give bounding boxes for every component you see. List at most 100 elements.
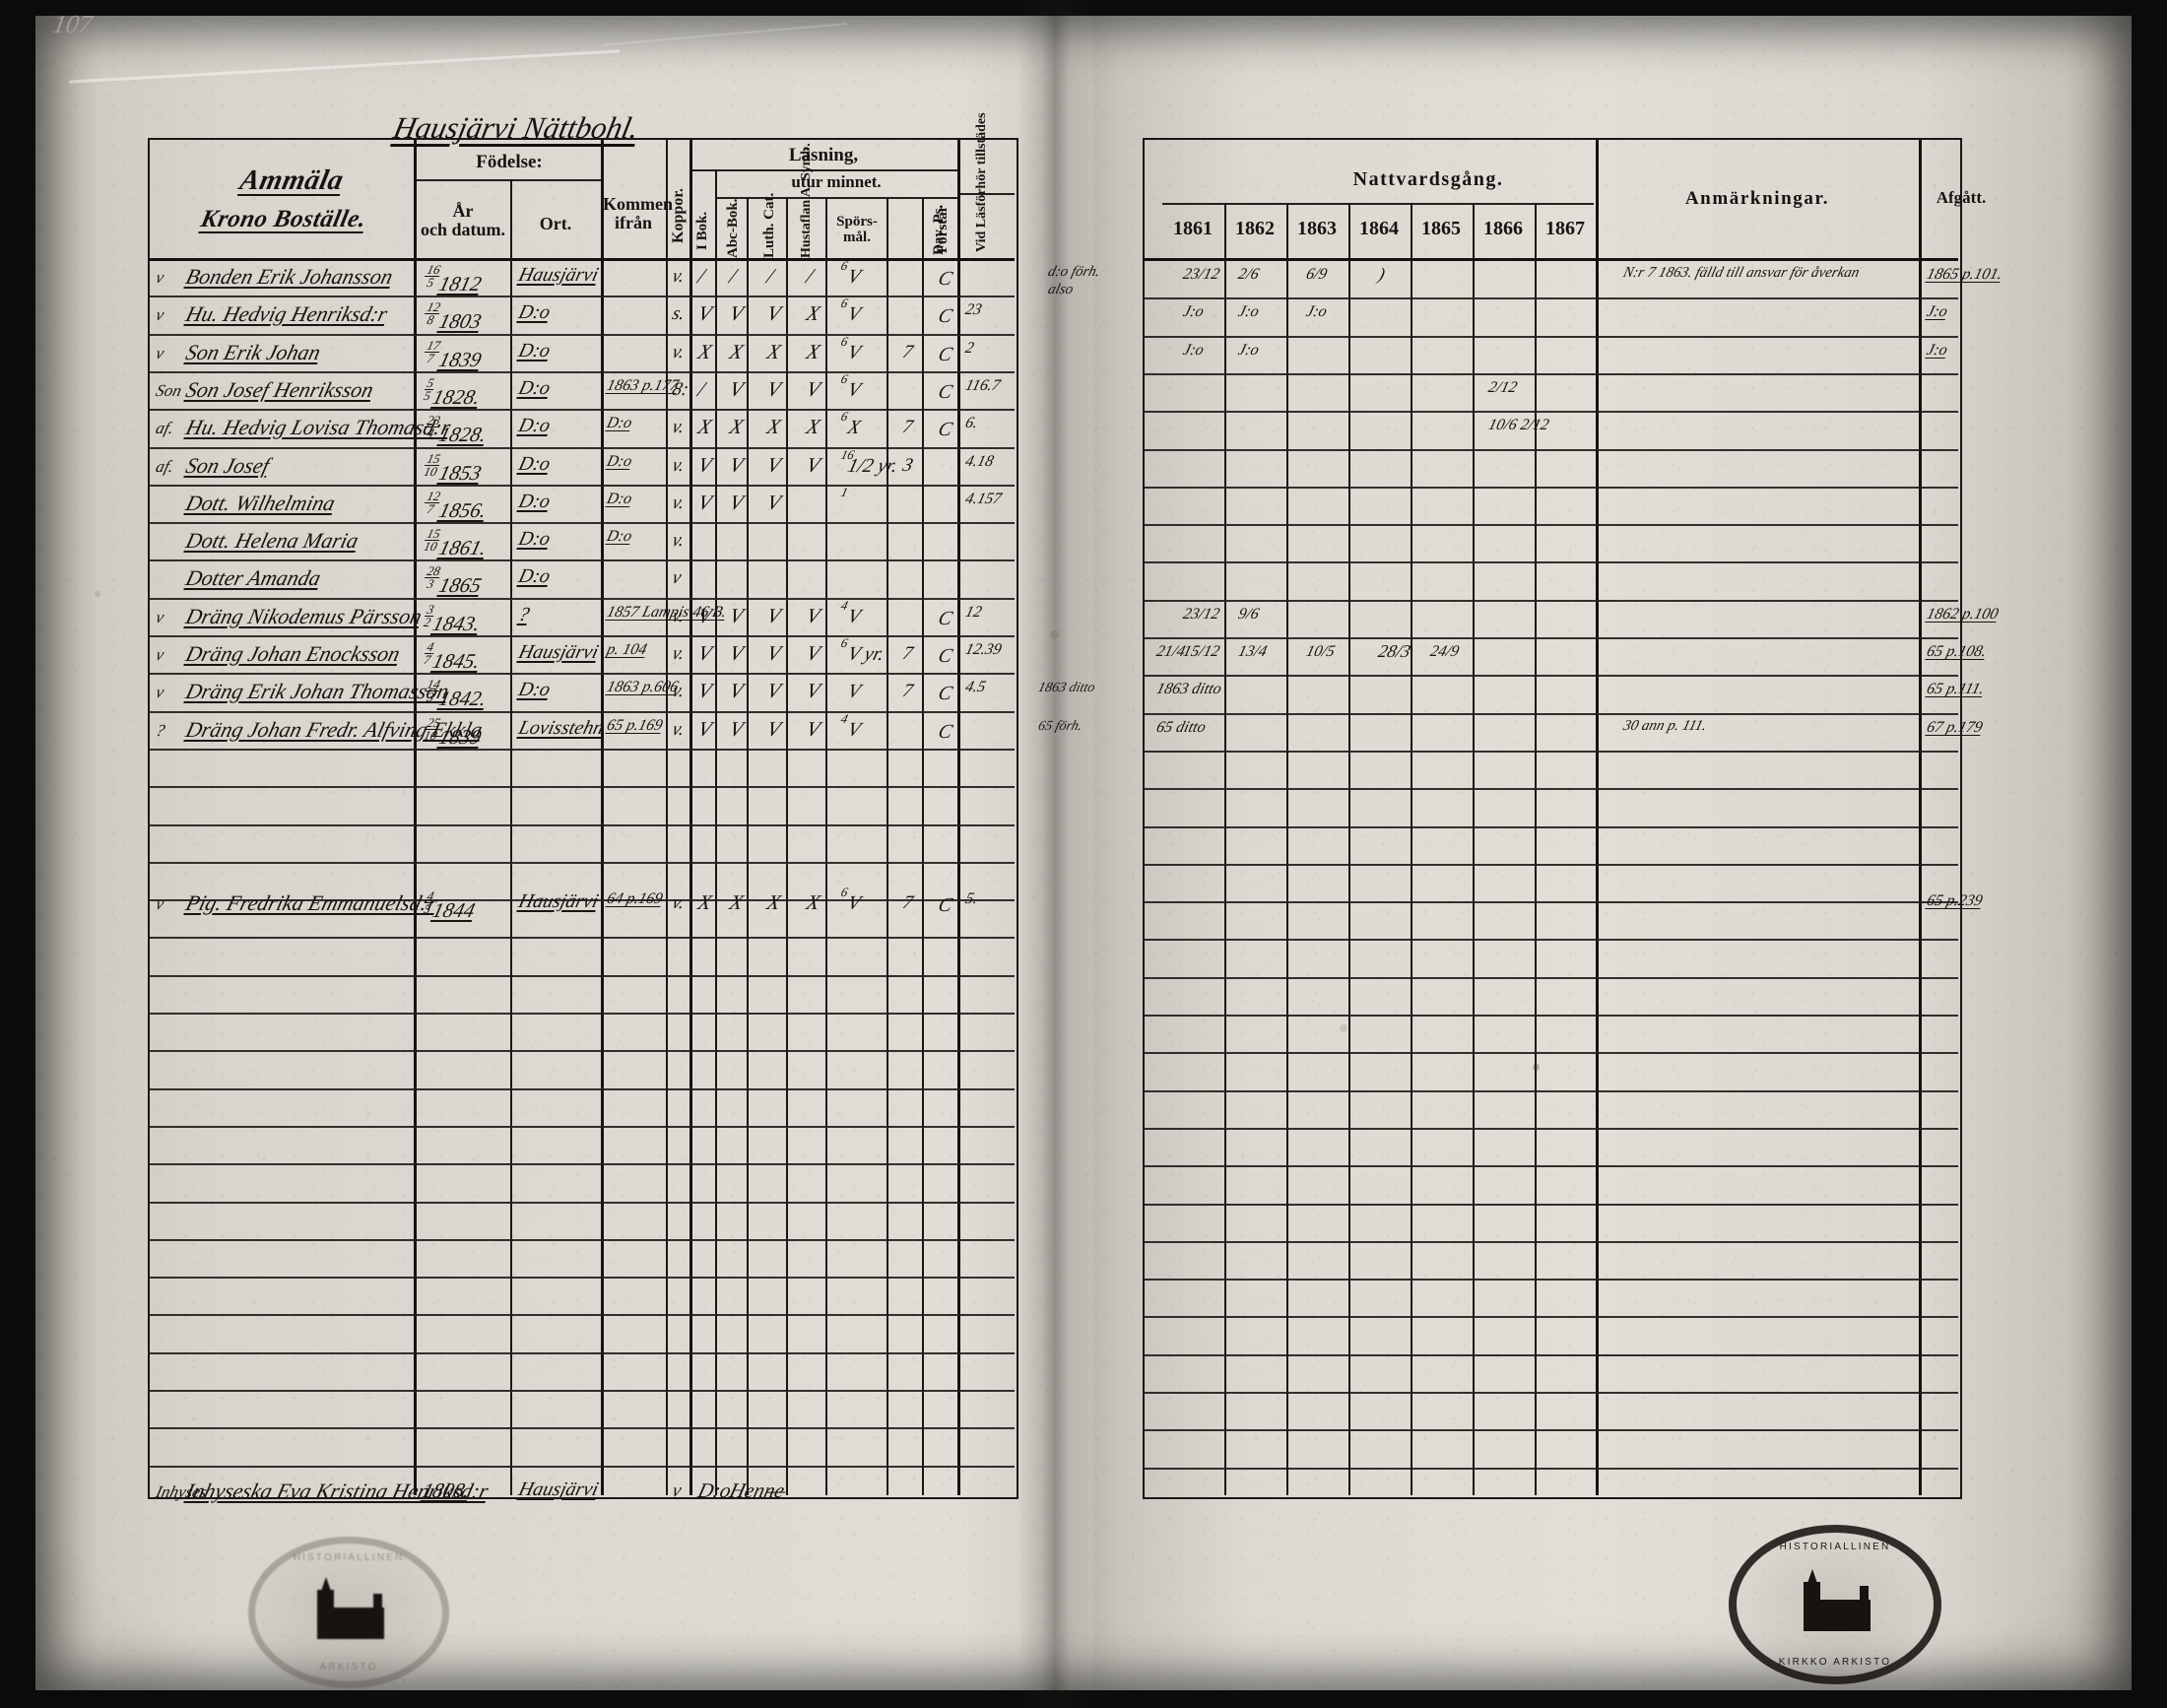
entry-birthdate: 14 3 1842. (424, 677, 490, 710)
row-rule (1143, 1241, 1958, 1243)
entry-birthdate: 15 10 1853 (422, 451, 485, 485)
row-rule (1143, 977, 1958, 979)
entry-attendance: 116.7 (963, 377, 1003, 394)
row-rule (148, 447, 1015, 449)
header-ibok: I Bok. (694, 211, 710, 250)
entry-name: Dott. Wilhelmina (183, 491, 338, 515)
col-sep-davps (922, 197, 924, 1495)
header-smallpox: Koppor. (670, 188, 687, 243)
communion-1866: 10/6 2/12 (1486, 417, 1551, 433)
stamp-left-bottom-text: ARKISTO (319, 1662, 378, 1673)
row-rule (148, 1050, 1015, 1052)
entry-departed: 65 p.239 (1925, 892, 1985, 909)
church-icon (301, 1577, 396, 1639)
communion-1865: 24/9 (1428, 643, 1461, 660)
row-rule (148, 371, 1015, 373)
row-rule (148, 296, 1015, 297)
header-come-from: Kommen ifrån (603, 194, 673, 232)
row-rule (1143, 751, 1958, 753)
entry-birthdate: 12 8 1803 (424, 299, 485, 333)
row-rule (148, 1390, 1015, 1392)
col-sep-y1862 (1286, 203, 1288, 1495)
entry-name: Dotter Amanda (183, 565, 324, 590)
row-rule (1143, 297, 1958, 299)
row-rule (1143, 788, 1958, 790)
entry-birthplace: D:o (516, 528, 553, 550)
entry-birthplace: D:o (516, 565, 553, 587)
row-rule (1143, 1015, 1958, 1017)
col-sep-reading (690, 140, 692, 1495)
entry-birthdate: 23 4 1828. (424, 413, 490, 446)
row-rule (148, 749, 1015, 751)
entry-attendance: 4.18 (963, 453, 996, 470)
entry-come-from: D:o (605, 415, 634, 431)
entry-birthplace: D:o (516, 453, 553, 475)
row-rule (148, 1013, 1015, 1015)
row-rule (1143, 675, 1958, 677)
row-rule (1143, 1165, 1958, 1167)
row-rule (148, 862, 1015, 864)
row-rule (148, 1126, 1015, 1128)
header-luthcat: Luth. Cat. (761, 192, 777, 258)
col-sep-afgatt (1919, 140, 1922, 1495)
entry-name: Dräng Nikodemus Pärsson (183, 604, 425, 628)
row-rule (1143, 449, 1958, 451)
entry-name: Dott. Helena Maria (183, 528, 361, 553)
row-rule (1143, 826, 1958, 828)
row-rule (1143, 600, 1958, 602)
header-year-1863: 1863 (1297, 218, 1337, 239)
entry-birthdate: 15 10 1861. (422, 526, 490, 559)
entry-birthdate: 16 5 1812 (424, 262, 485, 296)
row-rule (1143, 1429, 1958, 1431)
entry-remark: N:r 7 1863. fälld till ansvar för åverka… (1621, 265, 1862, 281)
header-forstar: Förstår (935, 205, 951, 254)
entry-come-from: 65 p.169 (605, 717, 665, 734)
header-birth-place: Ort. (539, 214, 572, 233)
row-rule (148, 975, 1015, 977)
row-marker: Son (154, 381, 184, 400)
entry-birthplace: Hausjärvi (516, 1478, 601, 1500)
communion-group-rule (1162, 203, 1594, 205)
entry-name: Son Erik Johan (183, 340, 324, 364)
row-rule (148, 1277, 1015, 1279)
entry-birthdate: 3 2 1843. (422, 602, 483, 635)
entry-name: Dräng Erik Johan Thomasson (183, 679, 452, 703)
entry-name: Pig. Fredrika Emmanuelsd:r (183, 890, 440, 915)
col-sep-y1866 (1535, 203, 1537, 1495)
entry-departed: 65 p.108. (1925, 643, 1989, 660)
entry-birthdate: 12 7 1856. (424, 489, 490, 522)
entry-departed: 1865 p.101. (1925, 266, 2004, 283)
header-remarks: Anmärkningar. (1684, 188, 1830, 209)
row-rule (148, 559, 1015, 561)
row-rule (148, 937, 1015, 939)
entry-name: Bonden Erik Johansson (183, 264, 396, 289)
row-rule (1143, 713, 1958, 715)
archive-stamp-dark: HISTORIALLINEN KIRKKO ARKISTO (1729, 1525, 1941, 1684)
entry-departed: 1862 p.100 (1925, 606, 2001, 623)
col-sep-hustaflan (825, 197, 827, 1495)
entry-come-from: D:o (605, 491, 634, 507)
left-header-rule-bottom (148, 258, 1015, 261)
row-rule (1143, 1128, 1958, 1130)
entry-birthdate: 5 5 1828. (422, 375, 483, 409)
header-year-1861: 1861 (1173, 218, 1213, 239)
communion-1863: 10/5 (1304, 643, 1337, 660)
col-sep-y1863 (1348, 203, 1350, 1495)
row-rule (148, 824, 1015, 826)
church-icon (1788, 1569, 1882, 1631)
row-rule (148, 1088, 1015, 1090)
row-rule (1143, 336, 1958, 338)
row-rule (1143, 1204, 1958, 1206)
row-rule (1143, 1090, 1958, 1092)
header-abcbok: Abc-Bok. (725, 198, 741, 258)
entry-attendance: 4.157 (963, 491, 1004, 507)
col-sep-comefrom (601, 140, 604, 1495)
entry-name: Hu. Hedvig Lovisa Thomasd:r (183, 415, 454, 439)
entry-birthplace: D:o (516, 340, 553, 361)
right-table-frame (1143, 138, 1962, 1499)
row-rule (148, 598, 1015, 600)
entry-birthplace: Lovisstehn (516, 717, 607, 739)
row-rule (1143, 1354, 1958, 1356)
communion-1866: 2/12 (1486, 379, 1519, 396)
